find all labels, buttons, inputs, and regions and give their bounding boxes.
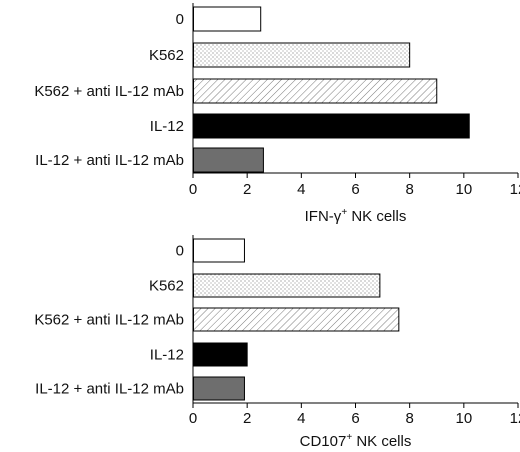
cd107-bar-k562-anti-il-12-mab <box>193 307 400 332</box>
ifn-tick-label-6: 6 <box>351 181 359 198</box>
ifn-tick-label-4: 4 <box>297 181 305 198</box>
cd107-bar-k562 <box>193 273 381 298</box>
ifn-category-label-k562: K562 <box>149 47 184 64</box>
cd107-tick-label-12: 12 <box>510 410 520 427</box>
ifn-category-label-0: 0 <box>176 11 184 28</box>
cd107-tick-label-10: 10 <box>455 410 472 427</box>
ifn-x-axis-title: IFN-γ+ NK cells <box>305 207 407 225</box>
cd107-tick-label-8: 8 <box>405 410 413 427</box>
ifn-bar-k562-anti-il-12-mab <box>193 78 438 104</box>
ifn-x-axis-title-main: IFN-γ <box>305 208 342 225</box>
ifn-category-label-k562-anti-il-12-mab: K562 + anti IL-12 mAb <box>34 83 184 100</box>
ifn-x-axis-title-sup: + <box>341 207 347 218</box>
ifn-bar-0 <box>193 6 262 32</box>
cd107-bar-0 <box>193 238 245 263</box>
ifn-gamma-chart-panel: 0 K562 K562 + anti IL-12 mAb IL-12 IL-12 + a… <box>34 3 520 225</box>
cd107-category-label-0: 0 <box>176 243 184 260</box>
cd107-category-label-il-12: IL-12 <box>150 347 184 364</box>
cd107-tick-label-6: 6 <box>351 410 359 427</box>
ifn-category-label-il-12: IL-12 <box>150 118 184 135</box>
cd107-x-axis-title-rest: NK cells <box>352 433 411 450</box>
cd107-tick-label-2: 2 <box>243 410 251 427</box>
ifn-bar-il-12-anti-il-12-mab <box>193 147 264 173</box>
cd107-x-axis-title-main: CD107 <box>300 433 347 450</box>
cd107-tick-label-0: 0 <box>189 410 197 427</box>
ifn-tick-label-0: 0 <box>189 181 197 198</box>
ifn-bar-il-12 <box>193 113 470 139</box>
cd107-x-axis-title-sup: + <box>346 432 352 443</box>
ifn-bar-k562 <box>193 42 411 68</box>
cd107-tick-label-4: 4 <box>297 410 305 427</box>
ifn-tick-label-10: 10 <box>455 181 472 198</box>
cd107-bar-il-12-anti-il-12-mab <box>193 376 245 401</box>
ifn-tick-label-8: 8 <box>405 181 413 198</box>
ifn-tick-label-12: 12 <box>510 181 520 198</box>
ifn-tick-label-2: 2 <box>243 181 251 198</box>
ifn-x-axis-title-rest: NK cells <box>347 208 406 225</box>
ifn-category-label-il-12-anti-il-12-mab: IL-12 + anti IL-12 mAb <box>35 152 184 169</box>
cd107-category-label-il-12-anti-il-12-mab: IL-12 + anti IL-12 mAb <box>35 381 184 398</box>
cd107-x-axis-title: CD107+ NK cells <box>300 432 412 450</box>
cd107-category-label-k562: K562 <box>149 278 184 295</box>
cd107-chart-panel: 0 K562 K562 + anti IL-12 mAb IL-12 IL-12 + a… <box>34 235 520 450</box>
cd107-bar-il-12 <box>193 342 248 367</box>
cd107-category-label-k562-anti-il-12-mab: K562 + anti IL-12 mAb <box>34 312 184 329</box>
